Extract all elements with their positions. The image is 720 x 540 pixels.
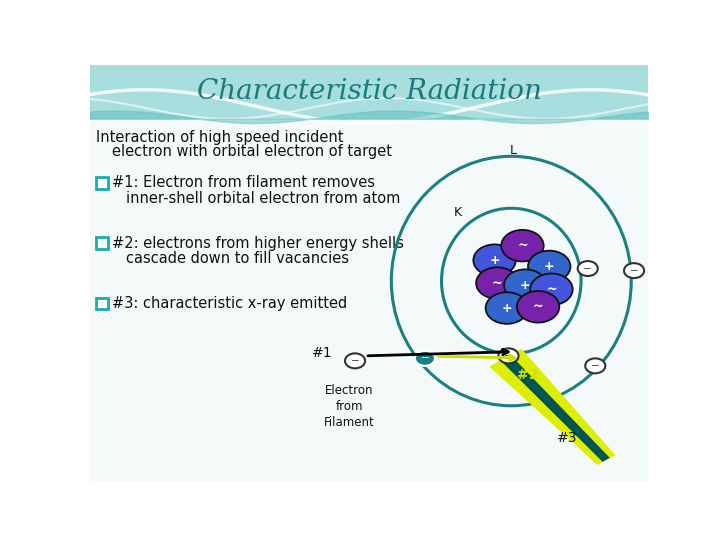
Text: −: − <box>504 351 513 361</box>
Text: inner-shell orbital electron from atom: inner-shell orbital electron from atom <box>126 191 400 206</box>
Circle shape <box>530 274 572 305</box>
Circle shape <box>624 263 644 278</box>
Circle shape <box>485 292 528 324</box>
Circle shape <box>476 267 518 299</box>
Text: −: − <box>630 266 639 275</box>
Text: −: − <box>583 264 592 274</box>
Bar <box>90 65 648 119</box>
Text: #2: #2 <box>517 368 539 382</box>
Text: #1: Electron from filament removes: #1: Electron from filament removes <box>112 176 375 191</box>
FancyBboxPatch shape <box>96 298 108 309</box>
Bar <box>90 119 648 481</box>
Text: K: K <box>454 206 462 219</box>
Text: −: − <box>420 353 429 363</box>
Text: +: + <box>544 260 554 273</box>
Text: #2: electrons from higher energy shells: #2: electrons from higher energy shells <box>112 235 404 251</box>
FancyBboxPatch shape <box>96 238 108 249</box>
Text: +: + <box>520 279 531 292</box>
Text: #1: #1 <box>312 346 333 360</box>
Text: Characteristic Radiation: Characteristic Radiation <box>197 78 541 105</box>
Text: +: + <box>502 301 512 314</box>
Text: ~: ~ <box>533 300 544 313</box>
Circle shape <box>585 359 606 373</box>
Circle shape <box>577 261 598 276</box>
Circle shape <box>345 353 365 368</box>
Polygon shape <box>500 355 610 462</box>
Text: −: − <box>351 356 359 366</box>
Circle shape <box>415 351 435 366</box>
Text: #3: #3 <box>557 431 577 445</box>
Text: Interaction of high speed incident: Interaction of high speed incident <box>96 130 343 145</box>
Text: #3: characteristic x-ray emitted: #3: characteristic x-ray emitted <box>112 296 348 311</box>
Text: cascade down to fill vacancies: cascade down to fill vacancies <box>126 252 349 266</box>
Text: +: + <box>489 254 500 267</box>
Circle shape <box>517 291 559 322</box>
Text: ~: ~ <box>546 283 557 296</box>
Circle shape <box>498 348 518 363</box>
Text: electron with orbital electron of target: electron with orbital electron of target <box>112 144 392 159</box>
Circle shape <box>501 230 544 261</box>
Circle shape <box>473 245 516 276</box>
Text: −: − <box>591 361 600 371</box>
Polygon shape <box>490 349 615 464</box>
Text: L: L <box>510 144 516 157</box>
Circle shape <box>528 251 570 282</box>
Circle shape <box>504 269 546 301</box>
Text: Electron
from
Filament: Electron from Filament <box>324 384 375 429</box>
FancyBboxPatch shape <box>96 177 108 188</box>
Text: ~: ~ <box>517 239 528 252</box>
Text: ~: ~ <box>492 276 503 289</box>
